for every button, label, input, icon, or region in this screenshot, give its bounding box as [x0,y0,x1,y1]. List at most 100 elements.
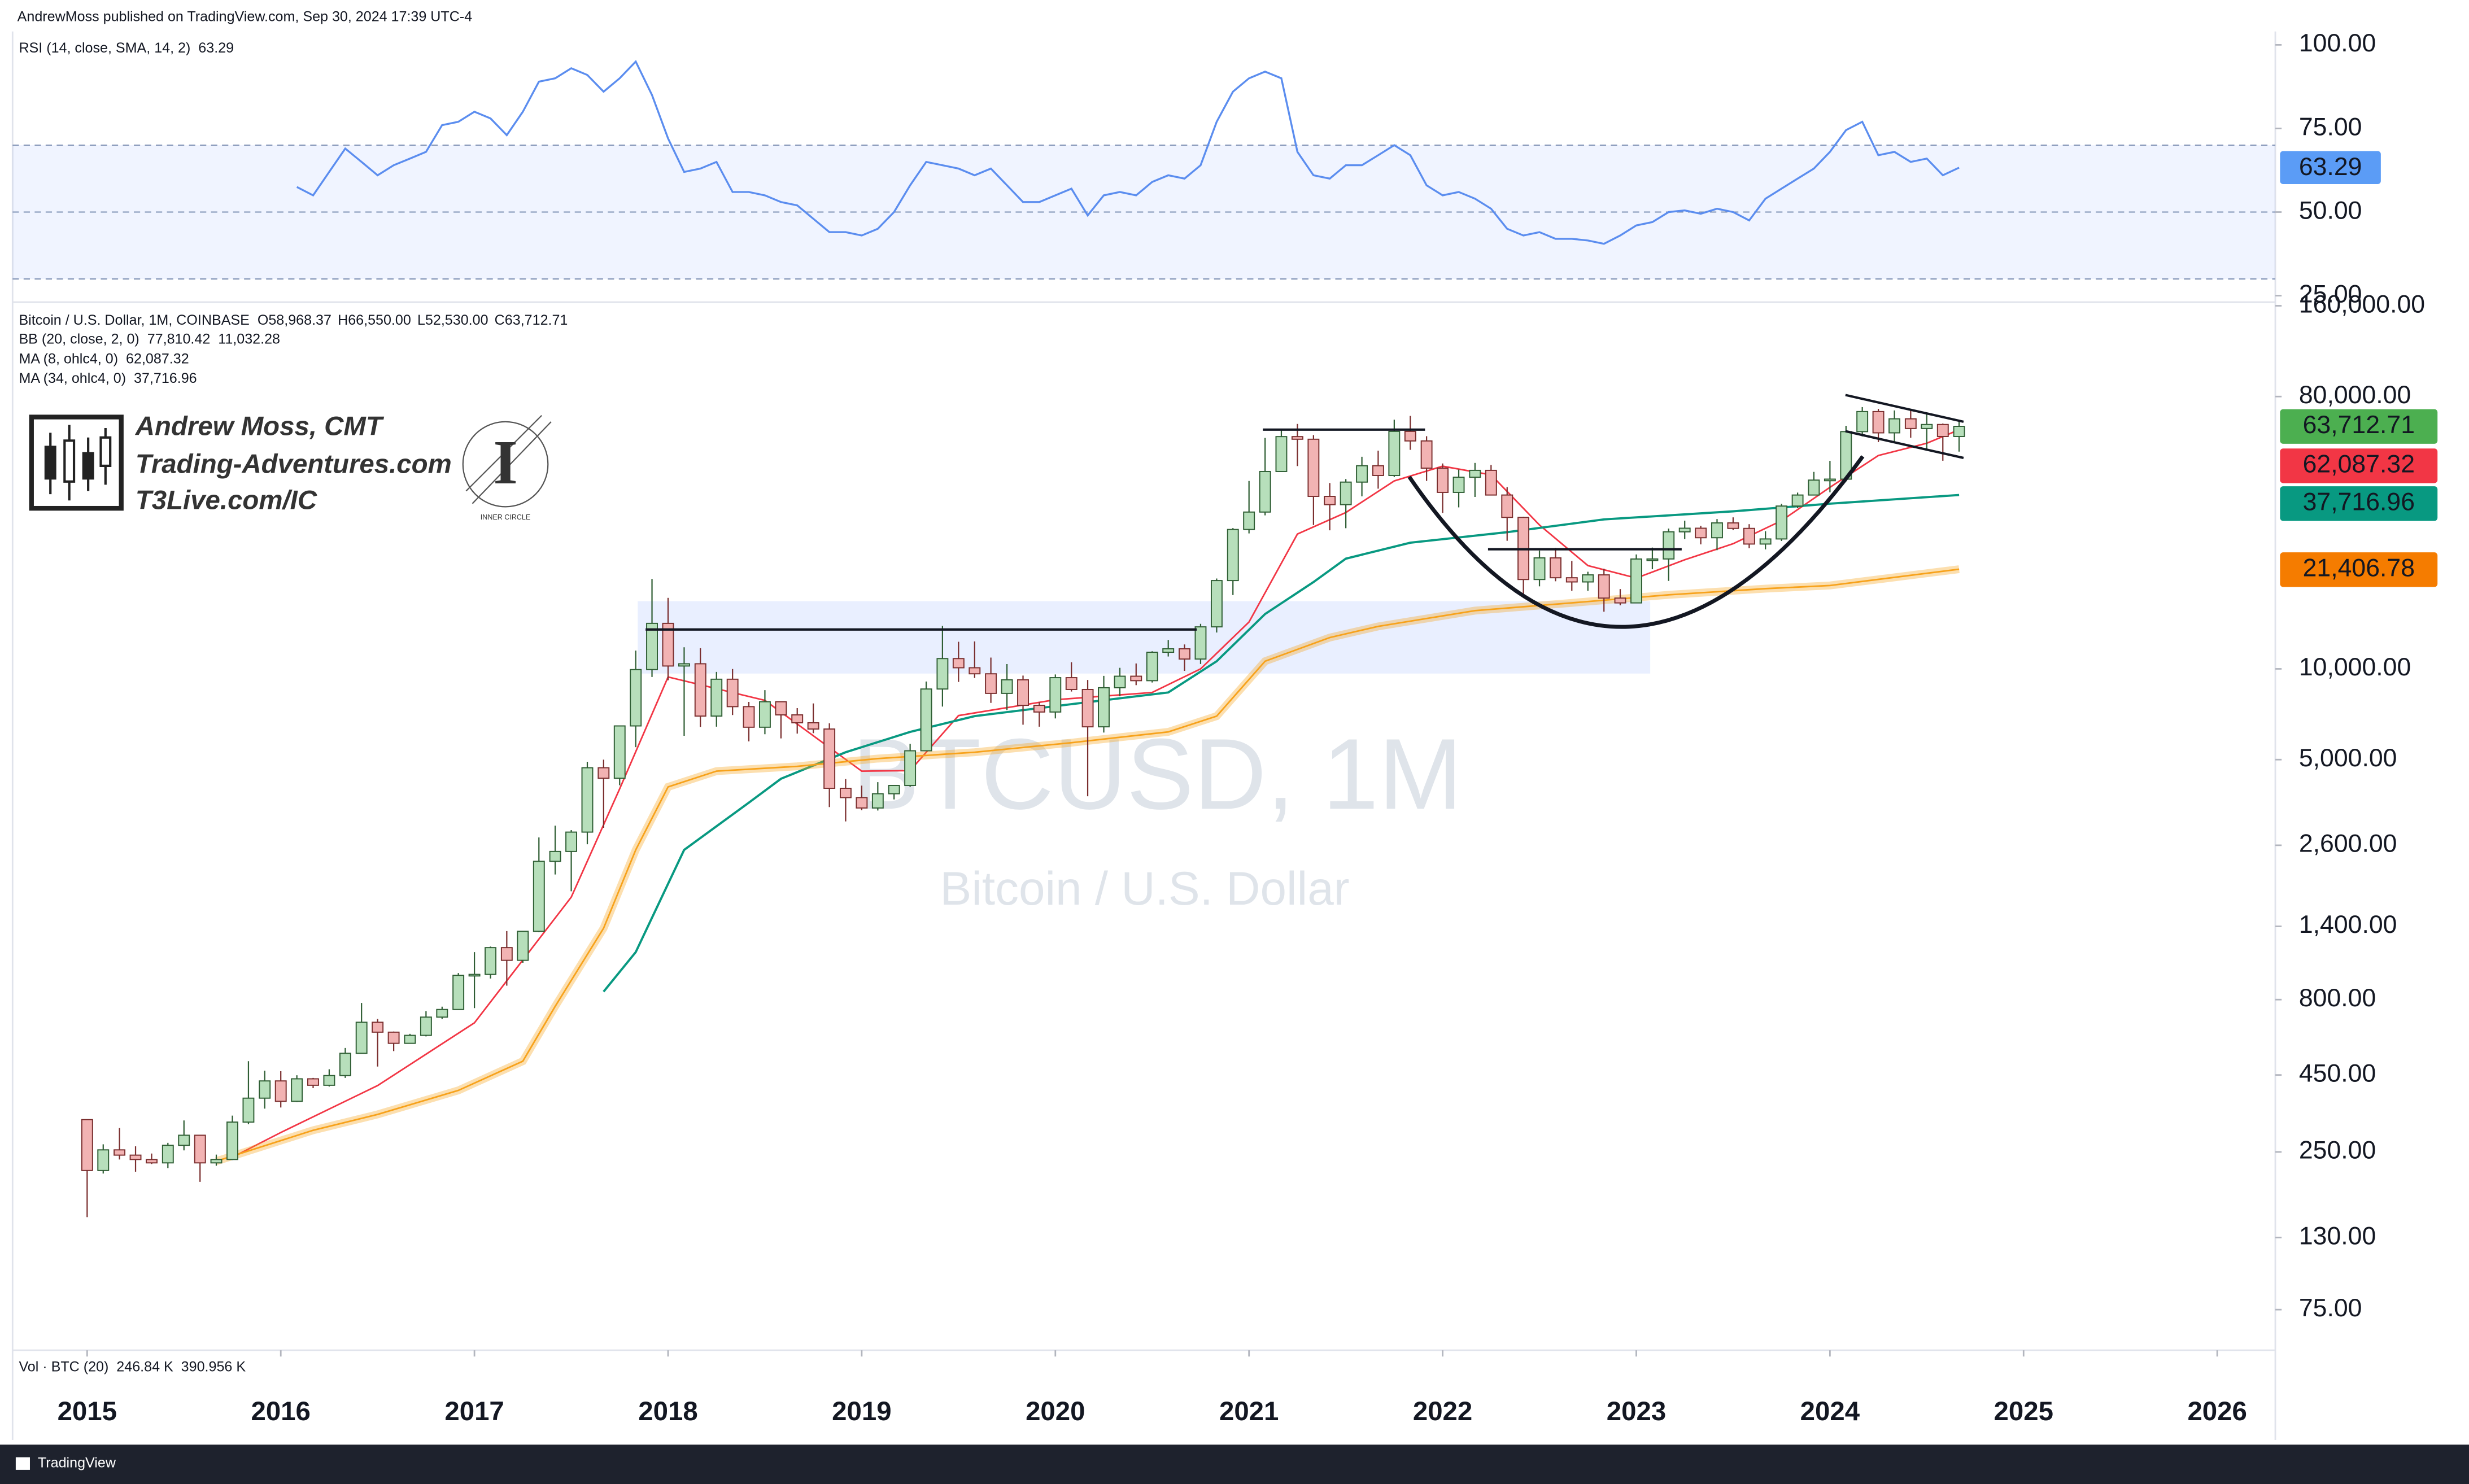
candle-body [307,1078,319,1086]
price-label: 63,712.71 [2303,411,2415,439]
badge-letter: I [493,428,517,497]
candle-body [1130,675,1142,682]
candle-body [1291,436,1303,440]
candle-body [210,1159,223,1164]
brand-line: T3Live.com/IC [136,486,317,516]
rsi-tick-label: 75.00 [2299,113,2362,141]
series-value: 62,087.32 [126,351,189,366]
candle-body [436,1009,448,1018]
candle-body [952,658,965,669]
candle-body [1210,580,1223,628]
candle-body [533,861,545,932]
candle-body [485,947,497,975]
candle-body [452,975,465,1010]
candle-body [1452,477,1465,493]
footer-logo [15,1457,30,1470]
y-tick-label: 5,000.00 [2299,744,2397,772]
candle-body [839,788,852,798]
candle-body [129,1154,142,1160]
channel-line [1845,394,1964,423]
price-badge [2280,409,2438,444]
candle-body [291,1078,303,1102]
candle-body [613,725,626,779]
y-tick-label: 250.00 [2299,1137,2376,1164]
y-tick-label: 10,000.00 [2299,653,2411,681]
candle-body [1582,574,1594,583]
candle-body [807,722,819,730]
candle-body [97,1149,110,1171]
footer: TradingView [38,1455,116,1470]
y-tick-label: 130.00 [2299,1222,2376,1250]
candle-body [420,1016,432,1036]
ma-line [232,429,1960,1158]
candle-body [1953,426,1965,437]
footer-bar [0,1444,2469,1484]
candle-body [1179,648,1190,660]
brand-line: Trading-Adventures.com [136,449,452,479]
candle-body [1081,688,1094,728]
y-tick-label: 80,000.00 [2299,381,2411,409]
candle-body [1791,494,1804,507]
candle-body [1630,558,1642,604]
candle-body [1001,679,1013,694]
indicator-value: 11,032.28 [218,331,280,347]
marks [12,60,2276,1217]
candle-body [743,706,755,728]
candle-body [969,667,981,675]
candle-body [1372,465,1384,476]
x-tick-label: 2024 [1800,1396,1860,1426]
candle-body [146,1159,158,1164]
candle-body [500,947,513,961]
x-tick-label: 2022 [1413,1396,1472,1426]
watermark-subtitle: Bitcoin / U.S. Dollar [940,862,1350,915]
candle-body [871,793,884,809]
watermark: BTCUSD, 1M [852,717,1463,830]
candle-body [1469,469,1481,478]
series-legend: MA (34, ohlc4, 0) [19,370,126,386]
y-tick-label: 75.00 [2299,1294,2362,1322]
candle-body [178,1134,190,1146]
candle-body [775,701,787,715]
x-tick-label: 2017 [444,1396,504,1426]
candle-body [1695,527,1707,539]
candle-body [274,1080,287,1102]
candle-body [194,1134,206,1164]
candle-body [1324,496,1336,505]
candle-body [81,1119,93,1171]
candle-body [581,767,594,833]
candle-body [856,797,868,809]
candle-body [904,750,917,786]
candle-body [565,831,578,852]
rsi-price-label: 63.29 [2299,153,2362,181]
candle-body [1340,481,1352,505]
candle-body [372,1022,384,1033]
candle-body [1275,436,1288,472]
x-tick-label: 2026 [2187,1396,2246,1426]
candle-body [242,1097,255,1123]
x-tick-label: 2023 [1607,1396,1666,1426]
candle-body [1646,558,1659,561]
candle-body [1776,505,1788,540]
price-badge [2280,448,2438,483]
candle-body [1404,430,1416,442]
candle-body [517,931,529,961]
candle-body [1098,687,1110,728]
candle-body [662,622,674,667]
rsi-tick-label: 25.00 [2299,280,2362,308]
candle-body [1049,677,1062,713]
candle-body [549,850,561,862]
candle-body [1904,418,1917,429]
candle-body [387,1031,400,1044]
candle-body [985,673,997,694]
ohlc-label: C63,712.71 [495,312,568,328]
price-label: 62,087.32 [2303,451,2415,478]
candle-body [355,1022,368,1054]
rsi-line [296,60,1960,245]
candle-body [1243,511,1255,530]
candle-body [339,1053,351,1076]
candle-body [823,728,836,789]
indicator-value: 77,810.42 [147,331,211,347]
brand-logo [29,414,124,511]
candle-body [694,663,706,717]
